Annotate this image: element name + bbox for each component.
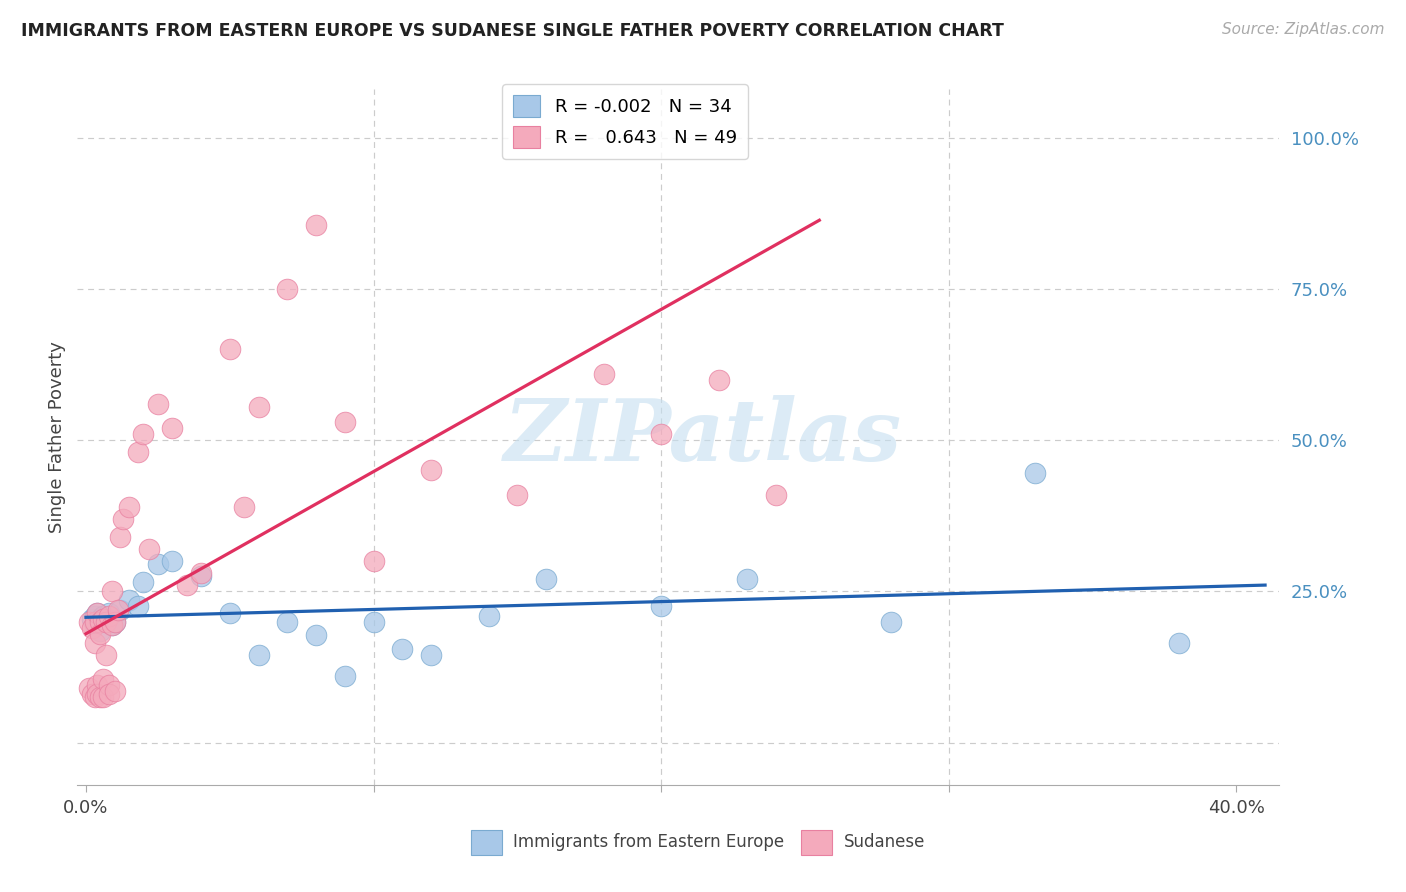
Point: [112, 512, 135, 526]
Point: [91, 608, 114, 623]
Point: [83, 690, 105, 705]
Point: [650, 427, 672, 442]
Point: [880, 615, 903, 629]
Point: [98, 606, 120, 620]
Point: [650, 599, 672, 614]
Point: [737, 572, 759, 586]
Point: [247, 400, 270, 414]
Point: [86, 606, 108, 620]
Point: [91, 672, 114, 686]
Text: Sudanese: Sudanese: [844, 833, 925, 851]
Text: Immigrants from Eastern Europe: Immigrants from Eastern Europe: [513, 833, 785, 851]
Point: [391, 641, 413, 656]
Point: [101, 584, 124, 599]
Point: [118, 593, 141, 607]
Point: [138, 541, 160, 556]
Point: [98, 687, 120, 701]
Point: [162, 554, 183, 568]
Point: [305, 219, 328, 233]
Point: [104, 684, 127, 698]
Point: [276, 615, 298, 629]
Point: [104, 615, 127, 629]
Point: [77, 681, 100, 695]
Point: [534, 572, 557, 586]
Point: [233, 500, 256, 514]
Point: [89, 615, 111, 629]
Y-axis label: Single Father Poverty: Single Father Poverty: [48, 341, 66, 533]
Point: [247, 648, 270, 662]
Text: ZIPatlas: ZIPatlas: [503, 395, 901, 479]
Point: [83, 617, 105, 632]
Point: [190, 569, 212, 583]
Point: [98, 678, 120, 692]
Point: [218, 343, 240, 357]
Point: [506, 487, 529, 501]
Point: [107, 602, 129, 616]
Point: [110, 530, 132, 544]
Point: [127, 445, 149, 459]
Point: [190, 566, 212, 581]
Point: [89, 611, 111, 625]
Point: [132, 427, 155, 442]
Point: [146, 397, 169, 411]
Text: Source: ZipAtlas.com: Source: ZipAtlas.com: [1222, 22, 1385, 37]
Point: [305, 628, 328, 642]
Point: [110, 602, 132, 616]
Point: [86, 678, 108, 692]
Point: [98, 608, 120, 623]
Point: [1024, 467, 1046, 481]
Point: [80, 687, 103, 701]
Point: [83, 608, 105, 623]
Point: [94, 615, 117, 629]
Point: [363, 554, 385, 568]
Point: [104, 615, 127, 629]
Point: [86, 606, 108, 620]
Text: IMMIGRANTS FROM EASTERN EUROPE VS SUDANESE SINGLE FATHER POVERTY CORRELATION CHA: IMMIGRANTS FROM EASTERN EUROPE VS SUDANE…: [21, 22, 1004, 40]
Point: [86, 687, 108, 701]
Point: [83, 636, 105, 650]
Point: [77, 615, 100, 629]
Point: [420, 648, 443, 662]
Point: [80, 611, 103, 625]
Legend: R = -0.002   N = 34, R =   0.643   N = 49: R = -0.002 N = 34, R = 0.643 N = 49: [502, 85, 748, 159]
Point: [118, 500, 141, 514]
Point: [420, 463, 443, 477]
Point: [91, 690, 114, 705]
Point: [86, 615, 108, 629]
Point: [478, 608, 501, 623]
Point: [94, 648, 117, 662]
Point: [162, 421, 183, 435]
Point: [363, 615, 385, 629]
Point: [1167, 636, 1189, 650]
Point: [89, 624, 111, 638]
Point: [89, 626, 111, 640]
Point: [80, 621, 103, 635]
Point: [592, 367, 614, 381]
Point: [176, 578, 198, 592]
Point: [91, 611, 114, 625]
Point: [132, 575, 155, 590]
Point: [333, 669, 356, 683]
Point: [707, 373, 730, 387]
Point: [765, 487, 787, 501]
Point: [83, 615, 105, 629]
Point: [333, 415, 356, 429]
Point: [146, 557, 169, 571]
Point: [94, 615, 117, 629]
Point: [89, 690, 111, 705]
Point: [101, 617, 124, 632]
Point: [218, 606, 240, 620]
Point: [276, 282, 298, 296]
Point: [101, 617, 124, 632]
Point: [127, 599, 149, 614]
